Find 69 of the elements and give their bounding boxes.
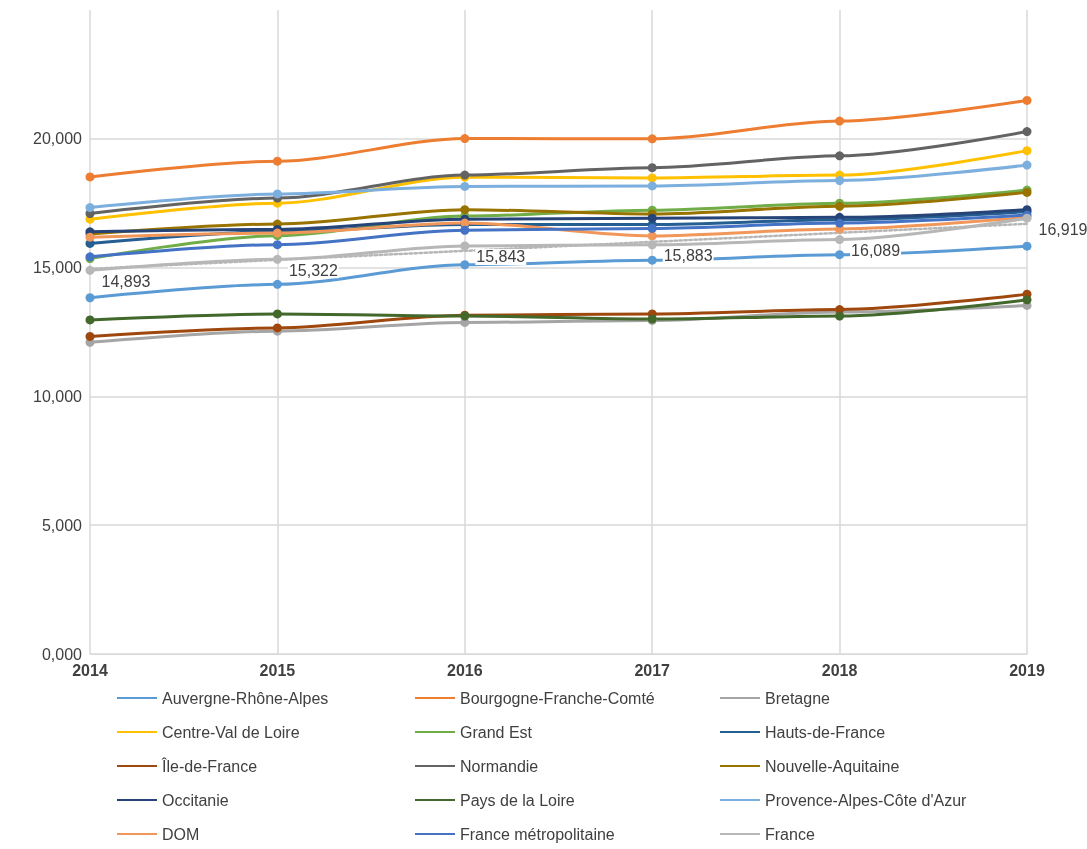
point (85, 172, 95, 182)
point (272, 309, 282, 319)
x-tick-label: 2015 (259, 661, 296, 679)
point (460, 260, 470, 270)
y-tick-label: 5,000 (41, 516, 83, 534)
legend-label: Pays de la Loire (460, 791, 575, 809)
legend-label: Bretagne (765, 689, 831, 707)
point (272, 254, 282, 264)
point (272, 240, 282, 250)
legend-label: Normandie (460, 757, 539, 775)
point (835, 151, 845, 161)
legend-label: Provence-Alpes-Côte d'Azur (765, 791, 968, 809)
point (1022, 160, 1032, 170)
point (835, 235, 845, 245)
y-tick-label: 20,000 (33, 130, 83, 148)
point (272, 156, 282, 166)
legend-label: Île-de-France (161, 756, 258, 775)
legend-label: Centre-Val de Loire (162, 723, 300, 741)
legend-label: DOM (162, 825, 200, 843)
point (1022, 127, 1032, 137)
legend-label: Hauts-de-France (765, 723, 886, 741)
legend-label: Bourgogne-Franche-Comté (460, 689, 655, 707)
x-tick-label: 2016 (447, 661, 483, 679)
legend-label: Auvergne-Rhône-Alpes (162, 689, 329, 707)
point (460, 181, 470, 191)
point (85, 265, 95, 275)
point (1022, 95, 1032, 105)
point (85, 293, 95, 303)
legend-label: France (765, 825, 815, 843)
point (647, 173, 657, 183)
point (460, 225, 470, 235)
legend-label: Nouvelle-Aquitaine (765, 757, 900, 775)
x-tick-label: 2018 (821, 661, 858, 679)
point (460, 205, 470, 215)
data-label: 16,919 (1038, 220, 1087, 238)
point (85, 315, 95, 325)
x-tick-label: 2017 (634, 661, 671, 679)
point (647, 240, 657, 250)
point (835, 250, 845, 260)
x-tick-label: 2014 (72, 661, 108, 679)
point (460, 134, 470, 144)
legend-label: Occitanie (162, 791, 229, 809)
data-label: 15,883 (663, 247, 713, 265)
y-tick-label: 0,000 (41, 645, 83, 663)
y-tick-label: 15,000 (33, 259, 83, 277)
point (647, 255, 657, 265)
data-label: 15,322 (288, 261, 338, 279)
point (460, 241, 470, 251)
x-tick-label: 2019 (1009, 661, 1045, 679)
point (647, 163, 657, 173)
data-label: 15,843 (476, 248, 526, 266)
point (835, 176, 845, 186)
point (647, 213, 657, 223)
point (835, 116, 845, 126)
point (272, 189, 282, 199)
point (647, 181, 657, 191)
point (647, 134, 657, 144)
y-tick-label: 10,000 (33, 387, 83, 405)
point (1022, 295, 1032, 305)
point (1022, 241, 1032, 251)
point (272, 279, 282, 289)
point (1022, 146, 1032, 156)
data-label: 16,089 (851, 242, 901, 260)
point (85, 203, 95, 213)
data-label: 14,893 (101, 272, 151, 290)
point (835, 311, 845, 321)
point (85, 331, 95, 341)
legend-label: Grand Est (460, 723, 533, 741)
legend-label: France métropolitaine (460, 825, 615, 843)
